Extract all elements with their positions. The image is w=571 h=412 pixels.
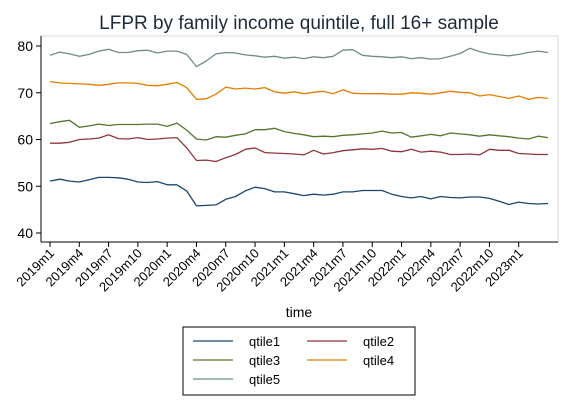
legend-label-qtile4: qtile4 [363,353,394,368]
y-tick-label: 60 [17,132,33,148]
series-line-qtile5 [49,47,549,68]
series-lines [49,47,549,207]
series-line-qtile4 [49,80,549,100]
y-axis: 40 50 60 70 80 [17,36,42,242]
series-line-qtile1 [49,176,549,207]
chart-title: LFPR by family income quintile, full 16+… [99,13,499,34]
x-axis-title: time [286,304,313,320]
legend-label-qtile2: qtile2 [363,334,394,349]
series-line-qtile3 [49,119,549,141]
y-tick-label: 70 [17,85,33,101]
x-axis: 2019m12019m42019m72019m102020m12020m4202… [13,241,558,294]
y-tick-label: 50 [17,178,33,194]
y-tick-label: 80 [17,38,33,54]
legend-label-qtile1: qtile1 [249,334,280,349]
legend-label-qtile3: qtile3 [249,353,280,368]
legend: qtile1 qtile2 qtile3 qtile4 qtile5 [182,326,416,396]
y-tick-label: 40 [17,225,33,241]
series-line-qtile2 [50,134,548,163]
legend-label-qtile5: qtile5 [249,372,280,387]
